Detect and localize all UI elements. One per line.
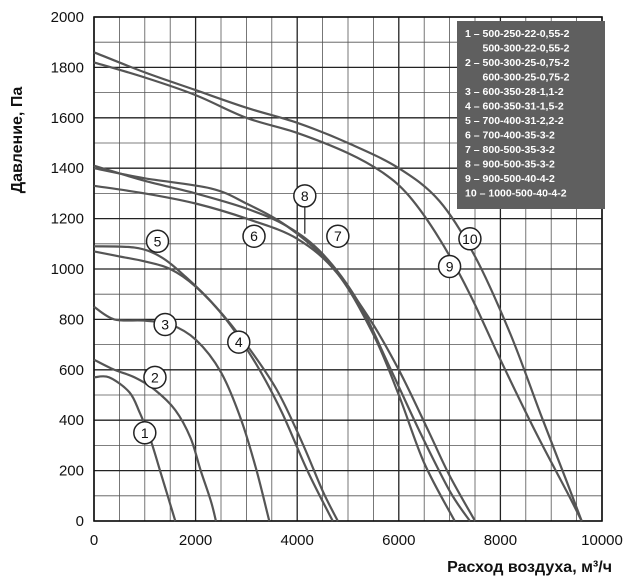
curve-label-circle [242, 224, 266, 248]
legend: 1 – 500-250-22-0,55-2 500-300-22-0,55-2 2… [457, 21, 605, 209]
legend-entry: 2 – 500-300-25-0,75-2 [465, 57, 570, 69]
curve-label-circle [153, 312, 177, 337]
legend-entry: 6 – 700-400-35-3-2 [465, 130, 555, 142]
x-axis-title: Расход воздуха, м³/ч [447, 559, 612, 576]
y-tick-label: 600 [59, 362, 84, 379]
y-tick-label: 2000 [51, 9, 84, 26]
legend-entry: 8 – 900-500-35-3-2 [465, 159, 555, 171]
curve-label-text: 4 [235, 334, 243, 350]
series-line-5 [93, 245, 339, 522]
curve-label-text: 9 [446, 258, 454, 274]
curve-labels: 1 2 3 4 5 6 7 8 9 10 [133, 184, 482, 445]
curve-label-3: 3 [153, 312, 177, 337]
x-tick-label: 8000 [484, 532, 517, 549]
axes: 0 2000 4000 6000 8000 10000 0 200 400 600 800 1000 1… [51, 9, 623, 549]
curve-label-circle [133, 421, 157, 445]
legend-entry: 600-300-25-0,75-2 [465, 72, 570, 84]
legend-entry: 4 – 600-350-31-1,5-2 [465, 101, 564, 113]
legend-entry: 5 – 700-400-31-2,2-2 [465, 115, 564, 127]
plot-frame [93, 16, 603, 522]
curve-label-circle [458, 227, 482, 251]
x-tick-label: 6000 [382, 532, 415, 549]
curve-label-1: 1 [133, 421, 157, 445]
legend-entry: 10 – 1000-500-40-4-2 [465, 188, 567, 200]
curve-label-circle [326, 224, 350, 248]
curve-label-text: 5 [154, 233, 162, 249]
curve-label-6: 6 [242, 224, 266, 248]
curve-label-text: 8 [301, 188, 309, 204]
curve-label-7: 7 [326, 224, 350, 248]
curve-label-text: 10 [462, 231, 478, 247]
y-tick-label: 0 [76, 513, 84, 530]
curve-label-8: 8 [293, 184, 317, 208]
curve-label-circle [437, 254, 462, 279]
series-line-3 [93, 305, 271, 522]
x-tick-label: 0 [90, 532, 98, 549]
y-tick-label: 400 [59, 412, 84, 429]
y-tick-label: 1200 [51, 211, 84, 228]
legend-entry: 7 – 800-500-35-3-2 [465, 144, 555, 156]
y-tick-label: 800 [59, 311, 84, 328]
curve-label-circle [145, 229, 170, 254]
y-tick-label: 200 [59, 463, 84, 480]
curve-label-5: 5 [145, 229, 170, 254]
y-tick-label: 1600 [51, 110, 84, 127]
curve-label-10: 10 [458, 227, 482, 251]
curve-label-text: 6 [250, 228, 258, 244]
legend-entry: 3 – 600-350-28-1,1-2 [465, 86, 564, 98]
legend-entry: 1 – 500-250-22-0,55-2 [465, 28, 570, 40]
series-lines [93, 51, 583, 522]
series-line-9 [93, 61, 583, 522]
curve-label-text: 2 [151, 369, 159, 385]
legend-entry: 500-300-22-0,55-2 [465, 43, 570, 55]
x-tick-label: 4000 [281, 532, 314, 549]
curve-label-circle [143, 365, 167, 390]
y-tick-label: 1800 [51, 59, 84, 76]
curve-label-4: 4 [227, 330, 251, 354]
curve-label-text: 7 [334, 228, 342, 244]
legend-box [457, 21, 605, 209]
series-line-7 [93, 164, 471, 522]
x-tick-label: 10000 [581, 532, 623, 549]
curve-label-9: 9 [437, 254, 462, 279]
curve-label-text: 1 [141, 425, 149, 441]
series-line-10 [93, 51, 583, 522]
y-axis-title: Давление, Па [9, 87, 26, 194]
legend-entry: 9 – 900-500-40-4-2 [465, 173, 555, 185]
curve-label-text: 3 [161, 316, 169, 332]
curve-label-2: 2 [143, 365, 167, 390]
series-line-8 [93, 167, 476, 522]
curve-label-circle [227, 330, 251, 354]
series-line-2 [93, 358, 217, 522]
y-tick-label: 1400 [51, 160, 84, 177]
x-tick-label: 2000 [179, 532, 212, 549]
y-tick-label: 1000 [51, 261, 84, 278]
